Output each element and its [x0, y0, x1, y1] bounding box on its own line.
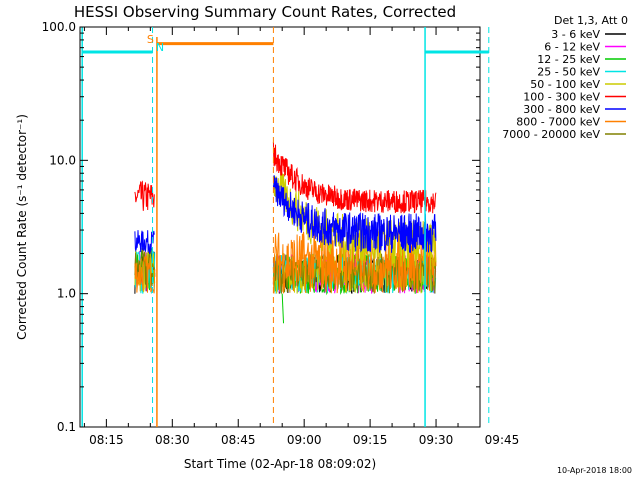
x-tick-label: 09:30	[419, 433, 454, 447]
series-line	[272, 175, 437, 253]
x-tick-label: 08:15	[89, 433, 124, 447]
series-line	[134, 180, 155, 211]
legend-header: Det 1,3, Att 0	[554, 14, 628, 27]
axes-layer: 0.1 1.0 10.0 100.0 08:15 08:30 08:45 09:00 09:15…	[42, 20, 520, 447]
data-layer	[134, 142, 437, 324]
legend-label: 300 - 800 keV	[523, 103, 600, 116]
series-line	[272, 142, 437, 214]
annotation-layer: SN	[81, 27, 490, 427]
x-axis-label: Start Time (02-Apr-18 08:09:02)	[184, 457, 376, 471]
chart-title: HESSI Observing Summary Count Rates, Cor…	[74, 3, 456, 21]
plot-frame	[79, 26, 481, 428]
saa-label: S	[147, 33, 154, 46]
plot-area	[79, 26, 481, 428]
y-tick-label: 0.1	[57, 420, 76, 434]
series-line	[134, 230, 155, 254]
legend-label: 100 - 300 keV	[523, 91, 600, 104]
y-tick-label: 1.0	[57, 287, 76, 301]
legend-label: 800 - 7000 keV	[516, 116, 600, 129]
legend-label: 50 - 100 keV	[530, 78, 600, 91]
x-tick-label: 08:45	[221, 433, 256, 447]
night-label: N	[156, 41, 164, 54]
series-line	[134, 247, 156, 288]
x-tick-label: 09:00	[287, 433, 322, 447]
footer-timestamp: 10-Apr-2018 18:00	[557, 466, 632, 475]
series-line	[281, 293, 285, 324]
y-tick-label: 10.0	[49, 153, 76, 167]
y-axis-label: Corrected Count Rate (s⁻¹ detector⁻¹)	[15, 114, 29, 340]
y-tick-label: 100.0	[42, 20, 76, 34]
series-line	[134, 255, 156, 294]
legend-label: 3 - 6 keV	[551, 28, 600, 41]
legend-label: 7000 - 20000 keV	[502, 128, 600, 141]
x-tick-label: 09:45	[485, 433, 520, 447]
x-tick-label: 08:30	[155, 433, 190, 447]
legend-label: 6 - 12 keV	[544, 41, 600, 54]
legend-label: 25 - 50 keV	[537, 66, 600, 79]
x-tick-label: 09:15	[353, 433, 388, 447]
legend-label: 12 - 25 keV	[537, 53, 600, 66]
